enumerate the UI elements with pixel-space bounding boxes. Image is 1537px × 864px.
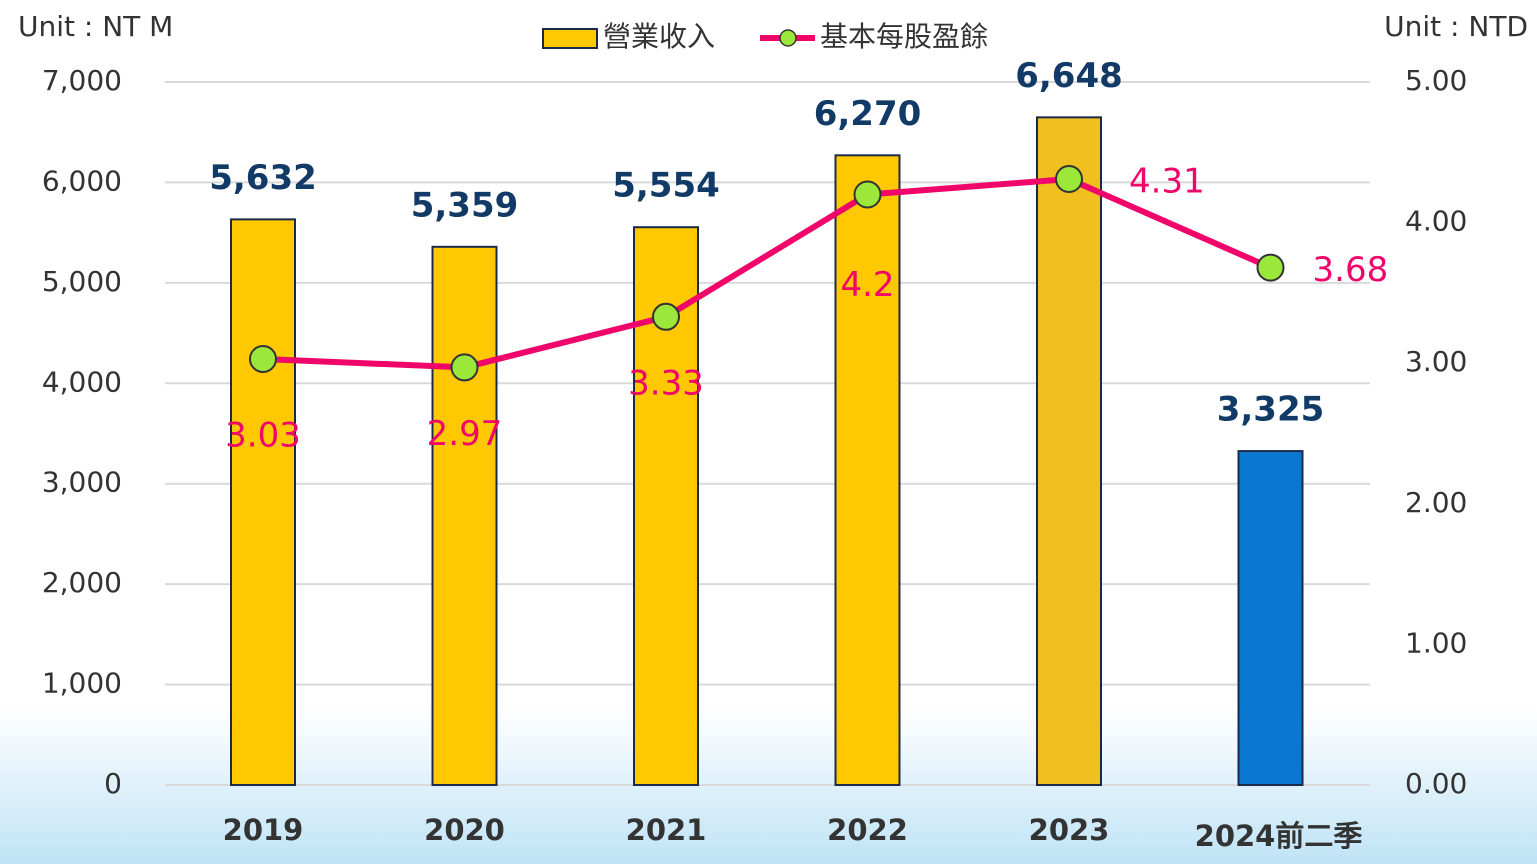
eps-marker	[853, 180, 882, 209]
x-tick-label: 2021	[626, 813, 707, 847]
y2-tick-label: 3.00	[1405, 345, 1467, 378]
y-tick-label: 2,000	[42, 566, 122, 599]
legend-bar-swatch	[542, 28, 598, 49]
eps-marker	[1055, 165, 1083, 194]
bar	[230, 218, 296, 786]
eps-value-label: 4.31	[1129, 162, 1205, 202]
x-tick-label: 2020	[424, 813, 505, 847]
x-tick-label: 2024前二季	[1195, 819, 1363, 853]
y2-tick-label: 2.00	[1405, 486, 1467, 519]
y-tick-label: 5,000	[42, 265, 122, 298]
legend-label: 基本每股盈餘	[820, 20, 988, 53]
x-tick-label: 2023	[1029, 813, 1110, 847]
bar-value-label: 5,632	[209, 158, 317, 198]
bar-value-label: 3,325	[1217, 390, 1325, 430]
y-tick-label: 4,000	[42, 365, 122, 398]
x-tick-label: 2022	[827, 813, 908, 847]
y-axis-label: Unit : NT M	[18, 10, 173, 43]
y-tick-label: 6,000	[42, 164, 122, 197]
y-tick-label: 7,000	[42, 64, 122, 97]
eps-value-label: 2.97	[427, 414, 503, 454]
y-tick-label: 0	[104, 767, 122, 800]
eps-value-label: 3.68	[1313, 250, 1389, 290]
eps-marker	[450, 353, 479, 382]
y2-tick-label: 1.00	[1405, 626, 1467, 659]
y2-axis-label: Unit : NTD	[1384, 10, 1528, 43]
bar-value-label: 6,270	[814, 94, 922, 134]
eps-marker	[249, 344, 277, 373]
bar-value-label: 5,359	[411, 185, 519, 225]
eps-marker	[652, 302, 680, 331]
eps-line	[262, 176, 1272, 371]
bar	[1237, 450, 1304, 786]
y2-tick-label: 0.00	[1405, 767, 1467, 800]
legend-label: 營業收入	[603, 20, 715, 53]
eps-value-label: 3.33	[628, 363, 704, 403]
y-tick-label: 3,000	[42, 466, 122, 499]
legend-marker	[779, 29, 797, 47]
bar	[1036, 116, 1102, 787]
y2-tick-label: 4.00	[1405, 205, 1467, 238]
bar-value-label: 5,554	[612, 166, 720, 206]
y2-tick-label: 5.00	[1405, 64, 1467, 97]
y-tick-label: 1,000	[42, 667, 122, 700]
bar-value-label: 6,648	[1015, 56, 1123, 96]
eps-marker	[1256, 253, 1285, 282]
eps-value-label: 4.2	[840, 265, 894, 305]
bar	[431, 245, 498, 786]
eps-value-label: 3.03	[225, 415, 301, 455]
bar	[834, 154, 901, 786]
x-tick-label: 2019	[223, 813, 304, 847]
